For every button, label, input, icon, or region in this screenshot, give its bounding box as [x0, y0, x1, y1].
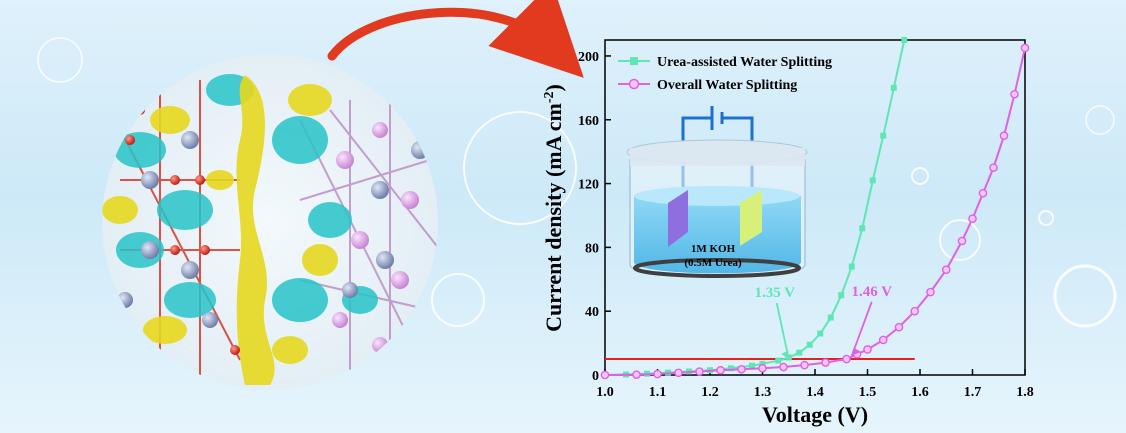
- data-point: [775, 357, 782, 364]
- x-tick-label: 1.1: [649, 385, 667, 400]
- onset-annotations: 1.35 V 1.46 V: [754, 284, 892, 360]
- y-axis-label: Current density (mA cm-2): [541, 84, 566, 332]
- data-point: [653, 369, 662, 379]
- y-tick-label: 160: [578, 114, 599, 129]
- data-point: [749, 362, 755, 369]
- y-tick-label: 40: [585, 305, 599, 320]
- data-point: [989, 163, 998, 172]
- data-point: [859, 225, 866, 232]
- x-tick-label: 1.5: [859, 385, 877, 400]
- background-bubbles: [37, 37, 1117, 328]
- x-tick-label: 1.3: [754, 385, 772, 400]
- annotation-arrowhead: [781, 350, 789, 360]
- data-point: [910, 306, 920, 316]
- legend-label-overall: Overall Water Splitting: [657, 78, 797, 93]
- data-point: [728, 365, 734, 372]
- electrolytic-cell-icon: 1M KOH (0.5M Urea): [626, 106, 808, 278]
- data-point: [600, 370, 610, 380]
- charge-density-structure-image: [102, 54, 438, 390]
- legend-label-urea: Urea-assisted Water Splitting: [657, 55, 832, 70]
- data-point: [737, 364, 746, 374]
- data-point: [632, 370, 641, 379]
- y-axis-ticks: 0 40 80 120 160 200: [578, 50, 611, 384]
- data-point: [848, 263, 855, 270]
- onset-voltage-label: 1.35 V: [754, 285, 795, 301]
- curved-arrow-icon: [327, 0, 584, 78]
- data-point: [880, 132, 887, 139]
- data-point: [758, 363, 767, 373]
- y-tick-label: 120: [578, 178, 599, 193]
- data-point: [800, 360, 809, 370]
- data-point: [779, 362, 788, 372]
- data-point: [901, 37, 908, 43]
- y-tick-label: 80: [585, 241, 599, 256]
- data-point: [821, 358, 830, 367]
- onset-voltage-label: 1.46 V: [851, 284, 892, 300]
- data-point: [838, 292, 845, 299]
- y-tick-label: 0: [592, 369, 599, 384]
- data-point: [827, 314, 834, 321]
- data-point: [869, 177, 876, 184]
- annotation-arrow: [775, 302, 790, 360]
- data-point: [999, 131, 1009, 141]
- data-point: [941, 265, 951, 275]
- data-point: [716, 365, 725, 375]
- data-point: [695, 367, 704, 376]
- x-tick-label: 1.8: [1016, 385, 1034, 400]
- legend-entry-overall: Overall Water Splitting: [618, 78, 797, 93]
- x-tick-label: 1.0: [596, 385, 614, 400]
- data-point: [978, 188, 988, 198]
- data-point: [894, 322, 904, 332]
- electrolyte-label-line2: (0.5M Urea): [684, 257, 742, 269]
- data-point: [842, 354, 851, 364]
- legend-entry-urea: Urea-assisted Water Splitting: [618, 55, 832, 70]
- legend: Urea-assisted Water Splitting Overall Wa…: [618, 55, 832, 93]
- annotation-arrow: [850, 301, 873, 357]
- x-tick-label: 1.4: [806, 385, 824, 400]
- electrolyte-label-line1: 1M KOH: [691, 243, 736, 255]
- data-point: [674, 368, 683, 378]
- x-tick-label: 1.7: [964, 385, 982, 400]
- data-point: [1010, 89, 1019, 99]
- data-point: [957, 236, 967, 246]
- data-point: [890, 84, 897, 91]
- data-point: [926, 287, 935, 297]
- x-axis-ticks: 1.0 1.1 1.2 1.3 1.4 1.5 1.6 1.7 1.8: [596, 369, 1034, 400]
- data-point: [863, 345, 872, 354]
- x-tick-label: 1.6: [911, 385, 929, 400]
- data-point: [968, 214, 977, 223]
- data-point: [1020, 43, 1030, 53]
- data-point: [817, 330, 824, 337]
- data-point: [796, 349, 803, 356]
- x-tick-label: 1.2: [701, 385, 719, 400]
- data-point: [806, 341, 813, 348]
- annotation-arrowhead: [851, 347, 860, 356]
- y-tick-label: 200: [578, 50, 599, 65]
- x-axis-label: Voltage (V): [762, 402, 868, 427]
- data-point: [759, 360, 766, 367]
- data-point: [878, 335, 888, 345]
